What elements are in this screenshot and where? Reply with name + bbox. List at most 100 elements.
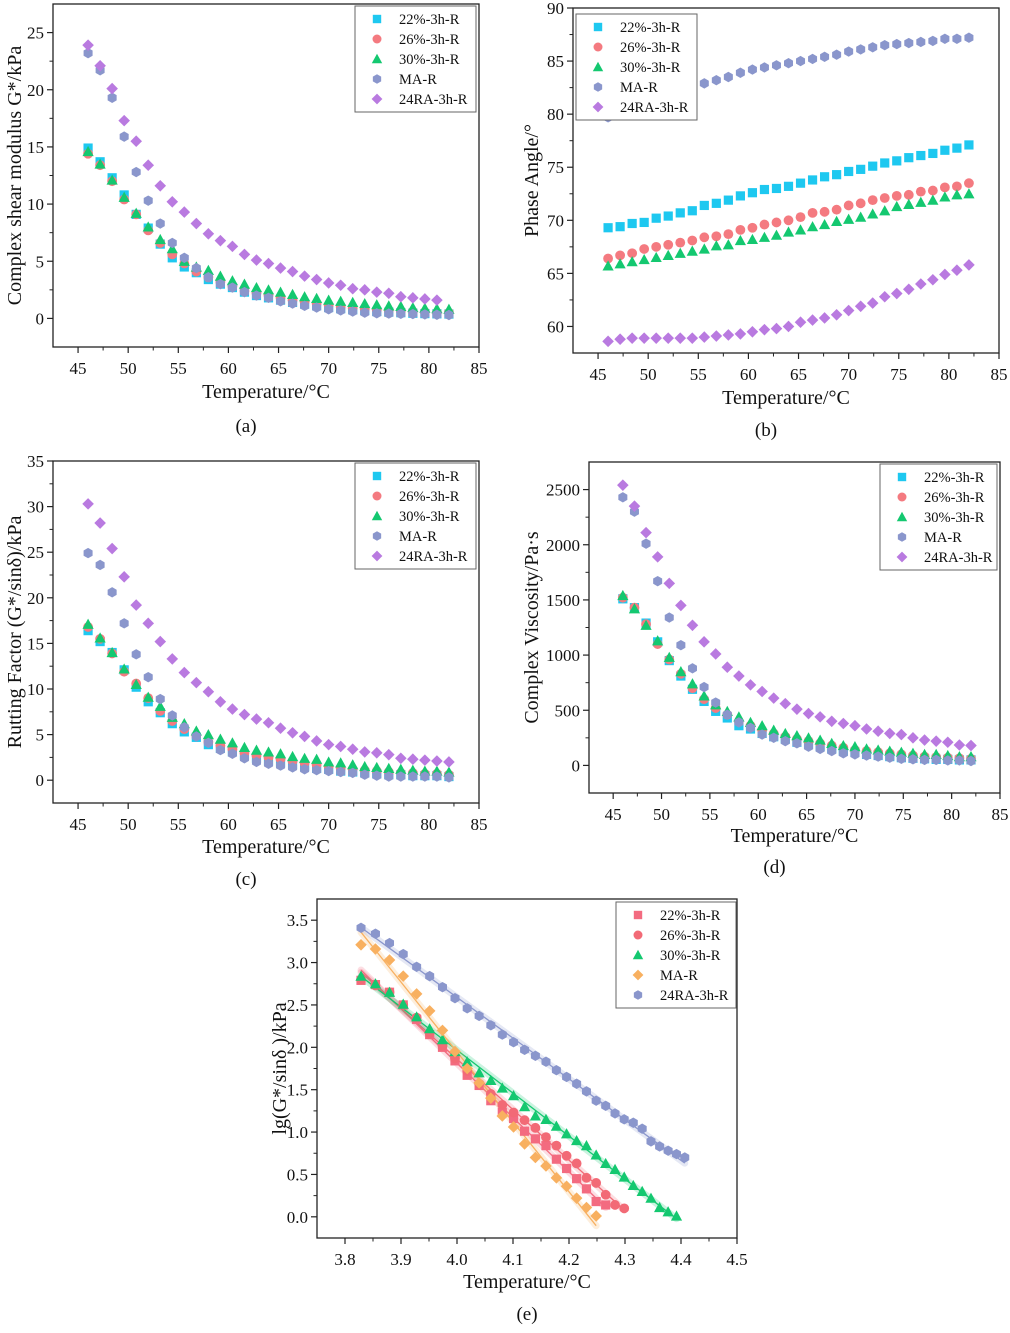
data-point bbox=[298, 270, 311, 282]
data-point bbox=[203, 737, 213, 749]
data-point bbox=[966, 755, 976, 767]
legend-label: 24RA-3h-R bbox=[620, 100, 689, 116]
data-point bbox=[771, 183, 782, 194]
legend: 22%-3h-R 26%-3h-R 30%-3h-R MA-R 24RA-3h-R bbox=[615, 901, 737, 1009]
legend-marker bbox=[593, 42, 603, 52]
data-point bbox=[485, 1074, 497, 1085]
data-point bbox=[819, 206, 830, 217]
x-tick-label: 45 bbox=[70, 815, 87, 834]
legend-label: 26%-3h-R bbox=[620, 40, 681, 56]
legend-label: 24RA-3h-R bbox=[924, 550, 993, 566]
x-tick-label: 50 bbox=[653, 805, 670, 824]
data-point bbox=[443, 756, 455, 768]
legend-marker bbox=[632, 969, 644, 981]
data-point bbox=[106, 82, 118, 95]
x-tick-label: 85 bbox=[992, 805, 1009, 824]
data-point bbox=[928, 148, 938, 159]
data-point bbox=[734, 328, 747, 340]
data-point bbox=[646, 1136, 656, 1147]
data-point bbox=[250, 254, 263, 266]
data-point bbox=[118, 571, 130, 583]
data-point bbox=[904, 153, 914, 163]
data-point bbox=[867, 195, 878, 206]
x-tick-label: 50 bbox=[640, 365, 657, 384]
legend-label: 30%-3h-R bbox=[399, 509, 460, 525]
x-tick-label: 50 bbox=[120, 815, 137, 834]
data-point bbox=[928, 35, 938, 47]
data-point bbox=[675, 237, 686, 248]
data-point bbox=[615, 250, 626, 261]
data-point bbox=[780, 735, 790, 747]
y-axis-title: Phase Angle/° bbox=[521, 124, 543, 237]
data-point bbox=[843, 213, 855, 224]
data-point bbox=[672, 1148, 682, 1160]
data-point bbox=[686, 619, 699, 632]
data-point bbox=[214, 234, 227, 247]
data-point bbox=[179, 252, 189, 264]
data-point bbox=[360, 307, 370, 318]
data-point bbox=[431, 294, 443, 306]
x-axis-title: Temperature/°C bbox=[202, 836, 330, 858]
legend-item: 30%-3h-R bbox=[371, 509, 460, 525]
data-point bbox=[783, 215, 794, 226]
chart-panel-e: 3.8 3.9 4.0 4.1 4.2 4.3 4.4 4.5 0.0 0.5 1.0 1.5 2.0 2… bbox=[269, 898, 748, 1325]
data-point bbox=[473, 1077, 485, 1089]
data-point bbox=[639, 244, 650, 254]
legend-marker bbox=[897, 472, 907, 482]
data-point bbox=[251, 290, 261, 301]
data-point bbox=[769, 732, 779, 744]
data-point bbox=[334, 279, 347, 292]
data-point bbox=[619, 1114, 629, 1125]
data-point bbox=[369, 943, 382, 955]
data-point bbox=[663, 239, 674, 250]
data-point bbox=[518, 1101, 531, 1112]
x-tick-label: 55 bbox=[690, 365, 707, 384]
panel-caption: (e) bbox=[516, 1304, 537, 1325]
chart-panel-b: 45 50 55 60 65 70 75 80 85 60 65 70 75 80 85 90 Temperat… bbox=[521, 0, 1008, 441]
data-point bbox=[508, 1107, 519, 1118]
data-point bbox=[757, 729, 767, 740]
data-point bbox=[550, 1120, 562, 1131]
data-point bbox=[370, 928, 380, 939]
data-point bbox=[154, 233, 166, 245]
legend-label: 26%-3h-R bbox=[924, 490, 985, 506]
data-point bbox=[602, 260, 614, 271]
legend-marker bbox=[633, 910, 643, 920]
data-point bbox=[663, 1145, 673, 1156]
data-point bbox=[628, 603, 641, 614]
data-point bbox=[964, 32, 974, 43]
data-point bbox=[310, 735, 323, 747]
data-point bbox=[423, 1005, 436, 1017]
legend-marker bbox=[592, 101, 604, 113]
data-point bbox=[155, 218, 165, 229]
data-point bbox=[655, 1141, 665, 1152]
data-point bbox=[444, 309, 454, 321]
data-point bbox=[820, 51, 830, 63]
legend-item: 22%-3h-R bbox=[897, 470, 985, 486]
legend-marker bbox=[633, 930, 643, 940]
legend-item: 24RA-3h-R bbox=[371, 549, 468, 565]
y-tick-label: 75 bbox=[547, 158, 564, 177]
data-point bbox=[744, 679, 757, 691]
legend-item: MA-R bbox=[372, 529, 437, 545]
data-point bbox=[891, 190, 902, 201]
x-axis-title: Temperature/°C bbox=[463, 1271, 591, 1293]
data-point bbox=[626, 256, 638, 267]
data-point bbox=[572, 1174, 582, 1184]
data-point bbox=[645, 1192, 657, 1203]
data-point bbox=[346, 743, 359, 755]
series-24RA-3h-R bbox=[617, 479, 977, 752]
data-point bbox=[154, 635, 167, 648]
data-point bbox=[408, 308, 418, 320]
x-tick-label: 3.9 bbox=[390, 1250, 411, 1269]
data-point bbox=[497, 1029, 507, 1040]
y-tick-label: 10 bbox=[27, 680, 44, 699]
data-point bbox=[396, 308, 406, 320]
data-point bbox=[166, 195, 179, 208]
data-point bbox=[372, 308, 382, 319]
data-point bbox=[431, 755, 443, 767]
data-point bbox=[397, 970, 410, 982]
data-point bbox=[226, 703, 239, 715]
legend-label: 24RA-3h-R bbox=[660, 988, 729, 1004]
data-point bbox=[862, 750, 872, 761]
